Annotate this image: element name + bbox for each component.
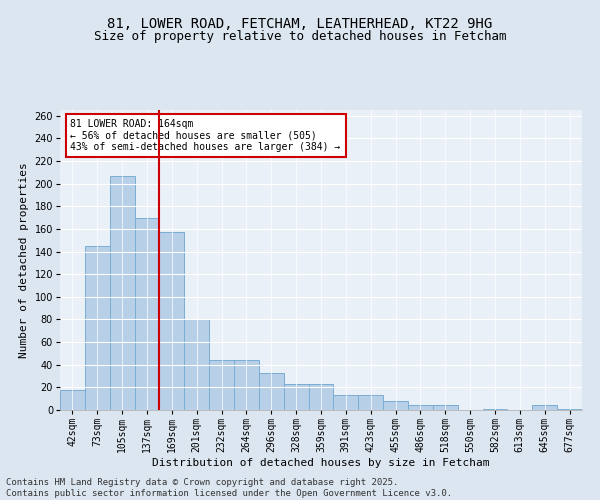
Bar: [160, 232, 184, 410]
Bar: [433, 406, 458, 410]
Bar: [184, 320, 209, 410]
Text: Contains HM Land Registry data © Crown copyright and database right 2025.
Contai: Contains HM Land Registry data © Crown c…: [6, 478, 452, 498]
Bar: [110, 176, 134, 410]
Bar: [308, 384, 334, 410]
Y-axis label: Number of detached properties: Number of detached properties: [19, 162, 29, 358]
Text: 81, LOWER ROAD, FETCHAM, LEATHERHEAD, KT22 9HG: 81, LOWER ROAD, FETCHAM, LEATHERHEAD, KT…: [107, 18, 493, 32]
Bar: [134, 218, 160, 410]
Bar: [408, 406, 433, 410]
X-axis label: Distribution of detached houses by size in Fetcham: Distribution of detached houses by size …: [152, 458, 490, 468]
Bar: [259, 372, 284, 410]
Text: Size of property relative to detached houses in Fetcham: Size of property relative to detached ho…: [94, 30, 506, 43]
Bar: [334, 396, 358, 410]
Bar: [358, 396, 383, 410]
Bar: [60, 390, 85, 410]
Bar: [284, 384, 308, 410]
Bar: [209, 360, 234, 410]
Bar: [85, 246, 110, 410]
Bar: [532, 406, 557, 410]
Bar: [383, 401, 408, 410]
Text: 81 LOWER ROAD: 164sqm
← 56% of detached houses are smaller (505)
43% of semi-det: 81 LOWER ROAD: 164sqm ← 56% of detached …: [70, 119, 341, 152]
Bar: [482, 409, 508, 410]
Bar: [557, 409, 582, 410]
Bar: [234, 360, 259, 410]
